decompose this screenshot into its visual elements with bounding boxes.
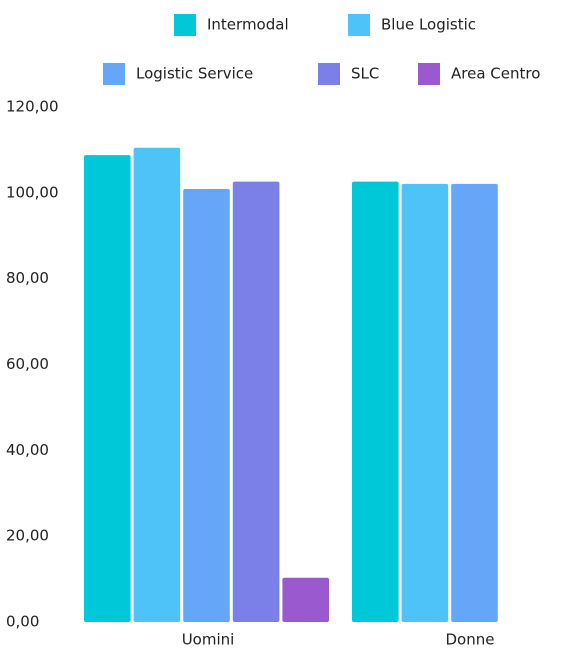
legend-label: Area Centro — [451, 65, 540, 83]
y-tick-label: 40,00 — [6, 441, 49, 459]
bar — [352, 181, 399, 623]
bar — [232, 181, 280, 623]
legend-label: Logistic Service — [136, 65, 253, 83]
y-tick-label: 80,00 — [6, 269, 49, 287]
bar — [282, 577, 329, 622]
x-tick-label: Donne — [446, 631, 495, 649]
bar — [401, 183, 449, 622]
legend-label: Blue Logistic — [381, 16, 476, 34]
legend-label: Intermodal — [207, 16, 289, 34]
legend-swatch — [174, 14, 196, 36]
bar — [84, 155, 131, 623]
y-tick-label: 120,00 — [6, 98, 59, 116]
y-tick-label: 0,00 — [6, 613, 39, 631]
legend-label: SLC — [351, 65, 379, 83]
bar — [183, 188, 230, 623]
bar — [133, 147, 181, 623]
legend-swatch — [348, 14, 370, 36]
x-tick-label: Uomini — [182, 631, 235, 649]
bar — [451, 183, 498, 622]
legend-swatch — [318, 63, 340, 85]
legend-swatch — [418, 63, 440, 85]
legend-swatch — [103, 63, 125, 85]
y-tick-label: 60,00 — [6, 355, 49, 373]
y-tick-label: 100,00 — [6, 183, 59, 201]
y-tick-label: 20,00 — [6, 527, 49, 545]
